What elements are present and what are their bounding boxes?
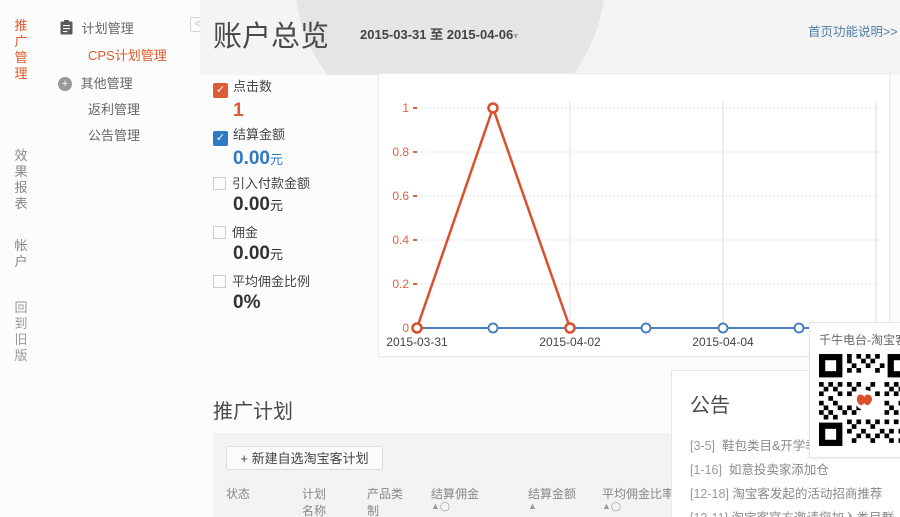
svg-text:0.6: 0.6	[392, 189, 409, 203]
svg-text:0: 0	[402, 321, 409, 335]
svg-text:1: 1	[402, 101, 409, 115]
svg-text:0.2: 0.2	[392, 277, 409, 291]
svg-text:2015-03-31: 2015-03-31	[386, 335, 448, 349]
svg-text:0.4: 0.4	[392, 233, 409, 247]
svg-text:0.8: 0.8	[392, 145, 409, 159]
svg-text:2015-04-02: 2015-04-02	[539, 335, 601, 349]
svg-text:2015-04-04: 2015-04-04	[692, 335, 754, 349]
